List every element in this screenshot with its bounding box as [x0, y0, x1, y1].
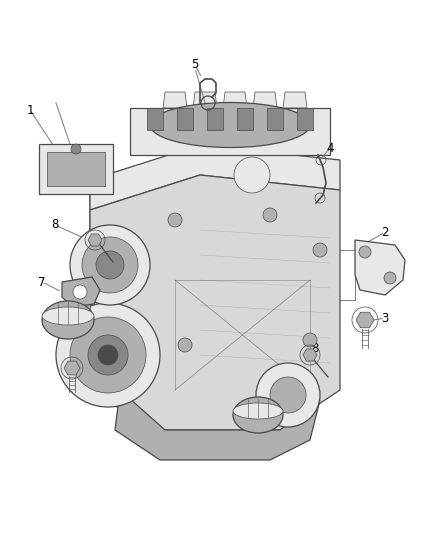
Circle shape — [168, 213, 182, 227]
Ellipse shape — [233, 397, 283, 433]
Polygon shape — [115, 390, 320, 460]
Ellipse shape — [42, 307, 94, 325]
Polygon shape — [297, 108, 313, 130]
Polygon shape — [283, 92, 307, 108]
Circle shape — [70, 317, 146, 393]
Polygon shape — [147, 108, 163, 130]
Circle shape — [98, 345, 118, 365]
Circle shape — [303, 333, 317, 347]
Text: 8: 8 — [51, 219, 59, 231]
Text: 4: 4 — [326, 141, 334, 155]
FancyBboxPatch shape — [47, 152, 105, 186]
Circle shape — [359, 246, 371, 258]
Circle shape — [71, 144, 81, 154]
Text: 8: 8 — [311, 342, 319, 354]
Circle shape — [73, 285, 87, 299]
Circle shape — [96, 251, 124, 279]
Polygon shape — [355, 240, 405, 295]
Text: 2: 2 — [381, 225, 389, 238]
Polygon shape — [88, 234, 102, 246]
Polygon shape — [130, 108, 330, 155]
Circle shape — [263, 208, 277, 222]
Circle shape — [313, 243, 327, 257]
Polygon shape — [267, 108, 283, 130]
Polygon shape — [193, 92, 217, 108]
Ellipse shape — [42, 301, 94, 339]
Polygon shape — [177, 108, 193, 130]
Circle shape — [384, 272, 396, 284]
Polygon shape — [207, 108, 223, 130]
Polygon shape — [90, 145, 340, 210]
Text: 3: 3 — [381, 311, 389, 325]
Circle shape — [70, 225, 150, 305]
Polygon shape — [90, 180, 165, 430]
Text: 6: 6 — [64, 305, 72, 319]
Polygon shape — [62, 277, 100, 307]
Polygon shape — [90, 175, 340, 430]
Polygon shape — [64, 361, 80, 375]
Circle shape — [178, 338, 192, 352]
Text: 6: 6 — [251, 401, 259, 415]
Circle shape — [82, 237, 138, 293]
Circle shape — [270, 377, 306, 413]
Polygon shape — [163, 92, 187, 108]
Circle shape — [88, 335, 128, 375]
Polygon shape — [223, 92, 247, 108]
Ellipse shape — [150, 102, 310, 148]
Text: 7: 7 — [38, 276, 46, 288]
Polygon shape — [237, 108, 253, 130]
Text: 9: 9 — [74, 356, 82, 368]
Polygon shape — [82, 295, 90, 318]
Circle shape — [56, 303, 160, 407]
Circle shape — [256, 363, 320, 427]
FancyBboxPatch shape — [39, 144, 113, 194]
Polygon shape — [253, 92, 277, 108]
Text: 1: 1 — [26, 103, 34, 117]
Ellipse shape — [233, 403, 283, 419]
Text: 5: 5 — [191, 59, 199, 71]
Circle shape — [234, 157, 270, 193]
Polygon shape — [303, 349, 317, 361]
Polygon shape — [356, 312, 374, 328]
